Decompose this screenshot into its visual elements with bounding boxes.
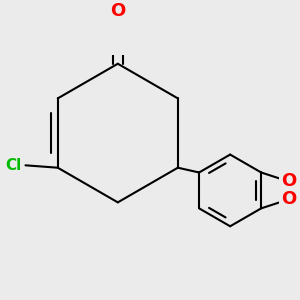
Text: O: O [281,172,296,190]
Text: Cl: Cl [6,158,22,173]
Text: O: O [110,2,125,20]
Text: O: O [281,190,296,208]
